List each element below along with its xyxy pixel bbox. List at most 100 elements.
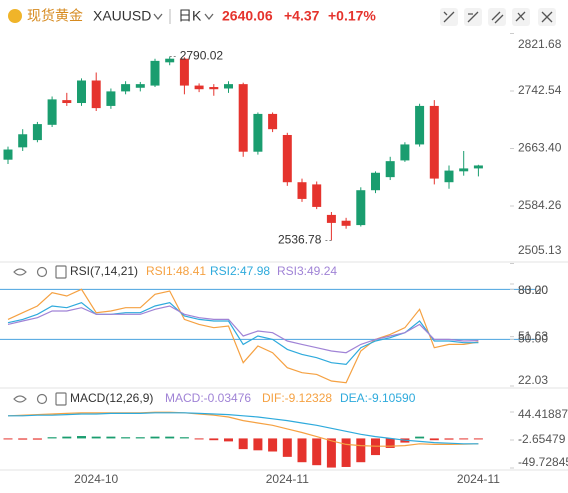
candle-body xyxy=(429,105,439,179)
macd-bar xyxy=(326,438,336,468)
period[interactable]: 日K xyxy=(178,8,202,24)
y-tick-label: 83.20 xyxy=(518,283,548,297)
candle-body xyxy=(297,182,307,199)
draw-trend-icon xyxy=(467,11,479,23)
macd-bar xyxy=(77,436,86,439)
y-tick-label: 2821.68 xyxy=(518,37,562,51)
rsi-settings-button[interactable] xyxy=(36,266,48,278)
legend-entry: DEA:-9.10590 xyxy=(340,391,416,405)
candle-body xyxy=(179,58,189,86)
candle-body xyxy=(32,124,42,141)
macd-line xyxy=(8,412,479,445)
macd-bar xyxy=(150,436,160,439)
macd-bar xyxy=(356,438,366,463)
macd-bar xyxy=(194,438,204,440)
candle-body xyxy=(224,84,233,89)
macd-bar xyxy=(135,437,145,439)
x-tick-label: 2024-11 xyxy=(266,472,309,486)
y-tick-label: 22.03 xyxy=(518,373,548,387)
candle-body xyxy=(326,214,336,223)
candle-body xyxy=(77,80,86,104)
candle-body xyxy=(459,168,469,172)
macd-bar xyxy=(459,438,469,440)
macd-bar xyxy=(3,438,13,440)
legend-entry: RSI1:48.41 xyxy=(146,264,206,278)
macd-bar xyxy=(253,438,263,451)
last-price: 2640.06 xyxy=(222,8,273,24)
candle-body xyxy=(194,85,204,90)
macd-bar xyxy=(385,438,395,448)
candle-body xyxy=(135,84,145,88)
candle-body xyxy=(444,170,454,183)
macd-bar xyxy=(238,438,248,450)
price-change-pct: +0.17% xyxy=(328,8,376,24)
candle-body xyxy=(165,58,175,63)
macd-settings-button[interactable] xyxy=(36,393,48,405)
macd-bar xyxy=(282,438,292,457)
candle-body xyxy=(121,84,131,92)
macd-line xyxy=(7,411,479,447)
macd-bar xyxy=(473,438,483,440)
candle-body xyxy=(356,190,366,226)
candle-body xyxy=(150,60,160,86)
macd-bar xyxy=(444,438,454,440)
candle-body xyxy=(18,134,28,148)
candle-body xyxy=(282,134,292,183)
macd-bar xyxy=(312,438,322,466)
rsi-line xyxy=(7,305,479,354)
macd-bar xyxy=(341,438,351,467)
erase-icon xyxy=(515,11,526,22)
price-change: +4.37 xyxy=(284,8,320,24)
period-dropdown[interactable] xyxy=(204,13,214,21)
macd-title: MACD(12,26,9) xyxy=(70,391,153,405)
symbol-dropdown[interactable] xyxy=(153,13,163,21)
candle-body xyxy=(268,113,278,130)
macd-bar xyxy=(179,437,189,439)
draw-channel-button[interactable] xyxy=(488,8,506,26)
macd-bar xyxy=(224,438,233,442)
y-tick-label: 2742.54 xyxy=(518,83,562,97)
rsi-line xyxy=(7,288,479,384)
annotation-label: 2536.78 xyxy=(278,233,322,247)
macd-bar xyxy=(209,438,219,441)
y-tick-label: -49.72845 xyxy=(518,455,568,469)
symbol[interactable]: XAUUSD xyxy=(93,8,151,24)
x-tick-label: 2024-10 xyxy=(74,472,118,486)
legend-entry: RSI2:47.98 xyxy=(210,264,270,278)
candle-body xyxy=(62,100,72,104)
y-tick-label: -2.65479 xyxy=(518,432,566,446)
candle-body xyxy=(3,149,13,160)
gold-icon xyxy=(8,9,22,23)
rsi-visibility-button[interactable] xyxy=(13,268,27,276)
rsi-title: RSI(7,14,21) xyxy=(70,264,138,278)
macd-bar xyxy=(47,437,57,439)
y-tick-label: 44.41887 xyxy=(518,407,568,421)
macd-bar xyxy=(32,438,42,440)
macd-bar xyxy=(165,436,175,439)
macd-bar xyxy=(415,436,425,439)
close-icon xyxy=(541,11,553,23)
x-tick-label: 2024-11 xyxy=(457,472,500,486)
candle-body xyxy=(371,172,380,191)
y-tick-label: 50.00 xyxy=(518,332,548,346)
y-tick-label: 51.63 xyxy=(518,329,548,343)
macd-bar xyxy=(297,438,307,463)
macd-bar xyxy=(429,438,439,441)
legend-entry: RSI3:49.24 xyxy=(277,264,337,278)
candle-body xyxy=(253,113,263,152)
y-tick-label: 2505.13 xyxy=(518,243,562,257)
macd-bar xyxy=(268,438,278,452)
draw-line-icon xyxy=(443,11,455,23)
candle-body xyxy=(385,161,395,178)
toolbar xyxy=(440,8,556,26)
candle-body xyxy=(209,87,219,90)
macd-bar xyxy=(121,437,131,439)
macd-visibility-button[interactable] xyxy=(13,395,27,403)
y-tick-label: 2584.26 xyxy=(518,198,562,212)
legend-entry: DIF:-9.12328 xyxy=(262,391,332,405)
candle-body xyxy=(238,84,248,152)
instrument-name[interactable]: 现货黄金 xyxy=(27,8,83,24)
macd-bar xyxy=(91,436,101,439)
draw-channel-icon xyxy=(491,11,504,24)
macd-bar xyxy=(18,438,28,440)
